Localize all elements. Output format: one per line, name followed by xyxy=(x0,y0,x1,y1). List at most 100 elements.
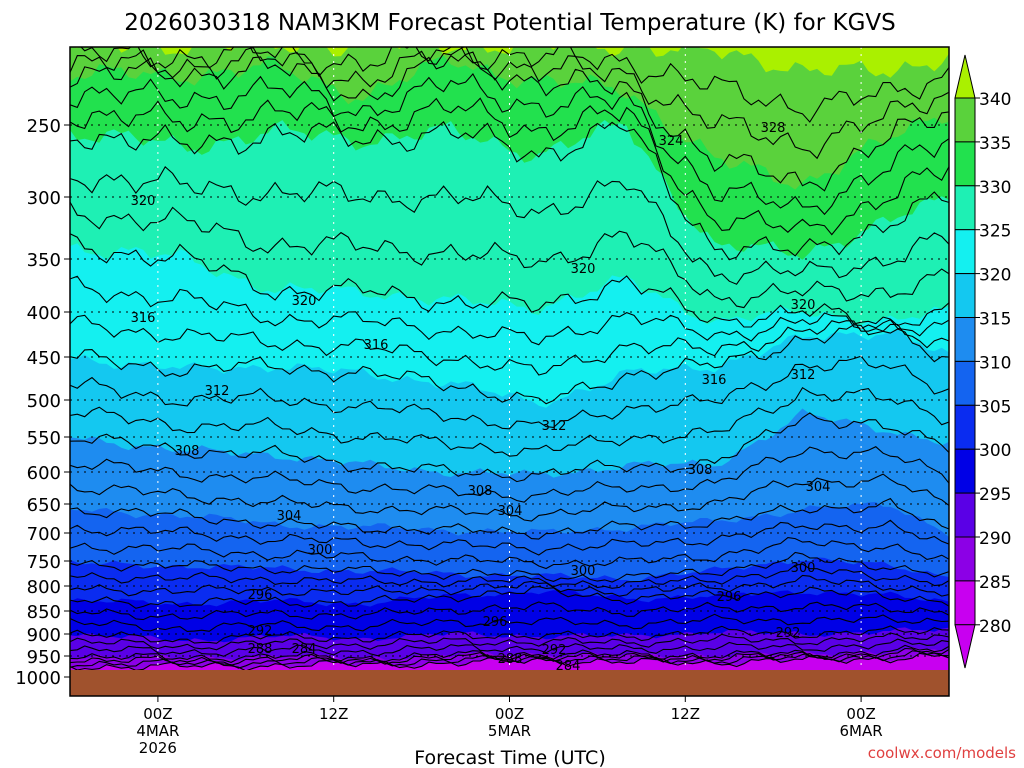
colorbar-swatch xyxy=(954,273,976,319)
contour-label: 300 xyxy=(571,564,596,579)
colorbar-swatch xyxy=(954,492,976,538)
contour-line xyxy=(70,165,949,285)
contour-label: 316 xyxy=(702,373,727,388)
contour-label: 304 xyxy=(806,480,831,495)
x-tick-label: 00Z xyxy=(846,705,875,723)
colorbar-label: 330 xyxy=(979,178,1011,198)
colorbar-swatch xyxy=(954,448,976,494)
contour-label: 292 xyxy=(776,626,801,641)
contour-labels: 320 324 328 320 320 320 316 316 316 312 312 312 308 3… xyxy=(131,121,831,674)
contour-label: 296 xyxy=(717,590,742,605)
colorbar: 340 335 330 325 320 315 310 305 300 295 290 285 280 xyxy=(954,54,1011,669)
colorbar-swatch xyxy=(954,141,976,187)
contour-line xyxy=(70,551,949,583)
colorbar-swatch xyxy=(954,185,976,231)
y-tick-label: 500 xyxy=(27,391,61,412)
contour-label: 324 xyxy=(659,134,684,149)
contour-label: 308 xyxy=(175,444,200,459)
contour-line xyxy=(70,275,949,346)
contour-label: 312 xyxy=(542,419,567,434)
contour-label: 316 xyxy=(364,338,389,353)
x-tick-label: 2026 xyxy=(139,739,177,757)
contour-line xyxy=(70,647,949,666)
colorbar-swatch xyxy=(954,580,976,626)
contour-line xyxy=(70,355,949,430)
contour-line xyxy=(70,97,949,236)
colorbar-arrow-bottom xyxy=(954,624,976,669)
contour-line xyxy=(70,324,949,405)
contour-line xyxy=(70,120,949,261)
x-tick-label: 00Z xyxy=(143,705,172,723)
colorbar-label: 295 xyxy=(979,485,1011,505)
contour-line xyxy=(70,314,949,376)
contour-label: 308 xyxy=(688,463,713,478)
contour-label: 304 xyxy=(277,509,302,524)
x-tick-label: 6MAR xyxy=(840,722,883,740)
contour-line xyxy=(70,537,949,570)
contour-line xyxy=(70,625,949,644)
contour-label: 304 xyxy=(498,504,523,519)
contour-label: 284 xyxy=(292,642,317,657)
contour-line xyxy=(70,638,949,657)
x-tick-label: 12Z xyxy=(671,705,700,723)
contour-line xyxy=(70,233,949,328)
contour-label: 300 xyxy=(791,561,816,576)
contour-label: 296 xyxy=(483,615,508,630)
contour-label: 308 xyxy=(468,484,493,499)
colorbar-label: 315 xyxy=(979,310,1011,330)
colorbar-swatch xyxy=(954,229,976,275)
contour-label: 320 xyxy=(791,298,816,313)
y-tick-label: 950 xyxy=(27,647,61,668)
colorbar-label: 300 xyxy=(979,441,1011,461)
x-tick-label: 00Z xyxy=(495,705,524,723)
contour-label: 296 xyxy=(248,588,273,603)
colorbar-label: 290 xyxy=(979,529,1011,549)
contour-line xyxy=(70,497,949,540)
contour-label: 300 xyxy=(308,543,333,558)
contour-label: 312 xyxy=(791,368,816,383)
y-axis: 2503003504004505005506006507007508008509… xyxy=(15,116,70,689)
grid-lines xyxy=(70,47,949,696)
y-tick-label: 1000 xyxy=(15,668,61,689)
colorbar-label: 285 xyxy=(979,573,1011,593)
x-tick-label: 4MAR xyxy=(136,722,179,740)
contour-label: 328 xyxy=(761,121,786,136)
x-tick-label: 12Z xyxy=(319,705,348,723)
contour-line xyxy=(70,632,949,651)
y-tick-label: 450 xyxy=(27,348,61,369)
contour-label: 312 xyxy=(205,384,230,399)
colorbar-swatch xyxy=(954,536,976,582)
contour-label: 292 xyxy=(248,624,273,639)
y-tick-label: 350 xyxy=(27,250,61,271)
contour-label: 320 xyxy=(131,194,156,209)
ground-surface xyxy=(70,670,949,696)
contour-line xyxy=(70,386,949,457)
contour-label: 288 xyxy=(498,652,523,667)
colorbar-label: 310 xyxy=(979,353,1011,373)
x-axis-label: Forecast Time (UTC) xyxy=(414,747,605,768)
y-tick-label: 750 xyxy=(27,552,61,573)
credit-text: coolwx.com/models xyxy=(868,744,1016,762)
contour-label: 288 xyxy=(248,642,273,657)
contour-label: 316 xyxy=(131,311,156,326)
contour-line xyxy=(70,51,949,192)
colorbar-swatch xyxy=(954,317,976,362)
y-tick-label: 700 xyxy=(27,524,61,545)
colorbar-arrow-top xyxy=(954,54,976,99)
colorbar-swatch xyxy=(954,404,976,450)
contour-label: 292 xyxy=(542,643,567,658)
colorbar-swatch xyxy=(954,97,976,143)
y-tick-label: 900 xyxy=(27,625,61,646)
y-tick-label: 250 xyxy=(27,116,61,137)
contour-line xyxy=(70,73,949,216)
contour-line xyxy=(70,519,949,556)
y-tick-label: 300 xyxy=(27,188,61,209)
y-tick-label: 400 xyxy=(27,303,61,324)
contour-line xyxy=(70,586,949,609)
y-tick-label: 800 xyxy=(27,577,61,598)
colorbar-swatch xyxy=(954,360,976,406)
contour-line xyxy=(70,473,949,522)
contour-line xyxy=(70,563,949,589)
